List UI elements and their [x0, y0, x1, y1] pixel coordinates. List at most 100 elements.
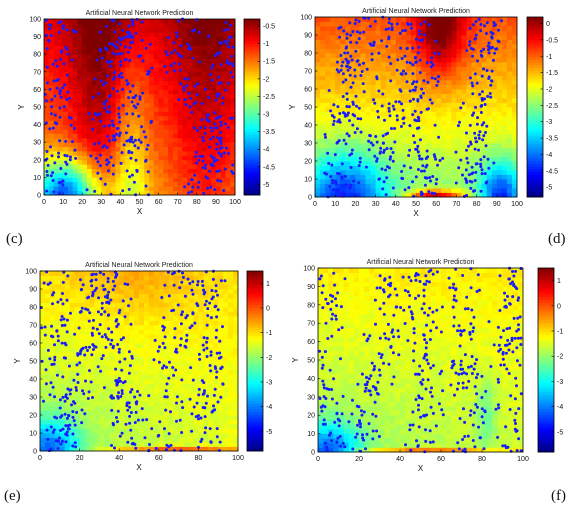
scatter-point [368, 24, 372, 28]
heatmap-cell [182, 58, 188, 64]
heatmap-cell [451, 156, 457, 162]
scatter-point [74, 30, 78, 34]
heatmap-cell [48, 133, 54, 139]
scatter-point [433, 77, 437, 81]
heatmap-cell [511, 93, 518, 99]
heatmap-cell [144, 98, 150, 103]
colorbar-segment [527, 53, 543, 57]
heatmap-cell [220, 19, 226, 24]
heatmap-cell [72, 71, 78, 77]
heatmap-cell [220, 173, 226, 178]
heatmap-cell [59, 383, 66, 389]
heatmap-cell [335, 44, 341, 49]
heatmap-cell [177, 36, 183, 42]
heatmap-cell [59, 352, 66, 357]
heatmap-cell [350, 174, 356, 180]
heatmap-cell [69, 356, 76, 362]
heatmap-cell [99, 406, 105, 411]
heatmap-cell [53, 146, 59, 152]
heatmap-cell [101, 115, 107, 121]
scatter-point [53, 94, 57, 98]
heatmap-cell [74, 419, 80, 425]
heatmap-cell [144, 93, 150, 99]
heatmap-cell [94, 437, 100, 443]
heatmap-cell [461, 147, 467, 153]
heatmap-cell [54, 428, 61, 434]
scatter-point [375, 159, 379, 163]
heatmap-cell [168, 133, 174, 139]
heatmap-cell [431, 134, 437, 139]
scatter-point [339, 25, 343, 29]
heatmap-cell [320, 93, 326, 99]
heatmap-cell [436, 57, 442, 63]
colorbar-segment [527, 98, 543, 102]
heatmap-cell [72, 142, 78, 147]
heatmap-cell [69, 374, 76, 380]
heatmap-cell [120, 32, 126, 37]
heatmap-cell [315, 53, 321, 58]
heatmap-cell [168, 76, 174, 81]
scatter-point [146, 143, 150, 147]
heatmap-cell [375, 17, 382, 22]
heatmap-cell [72, 177, 78, 183]
heatmap-cell [201, 107, 207, 112]
heatmap-cell [48, 168, 54, 174]
heatmap-cell [67, 41, 74, 46]
scatter-point [403, 29, 407, 32]
heatmap-cell [84, 271, 90, 276]
heatmap-cell [63, 151, 69, 156]
heatmap-cell [84, 361, 90, 366]
heatmap-cell [220, 67, 226, 73]
heatmap-cell [456, 30, 462, 36]
heatmap-cell [149, 111, 155, 117]
heatmap-cell [370, 120, 376, 126]
heatmap-cell [149, 23, 155, 29]
heatmap-cell [101, 129, 107, 134]
heatmap-cell [441, 174, 447, 180]
heatmap-cell [77, 137, 83, 143]
heatmap-cell [49, 410, 56, 416]
heatmap-cell [91, 98, 97, 103]
heatmap-cell [139, 71, 145, 77]
colorbar-segment [527, 154, 543, 159]
colorbar-segment [244, 175, 260, 179]
heatmap-cell [211, 58, 217, 64]
heatmap-cell [106, 186, 112, 191]
heatmap-cell [416, 120, 422, 126]
heatmap-cell [84, 388, 90, 393]
heatmap-cell [400, 179, 407, 184]
heatmap-cell [82, 173, 88, 178]
heatmap-cell [89, 406, 95, 411]
heatmap-cell [325, 192, 331, 198]
heatmap-cell [335, 30, 341, 36]
heatmap-cell [335, 116, 341, 121]
heatmap-cell [481, 30, 488, 36]
colorbar-segment [244, 181, 260, 185]
heatmap-cell [345, 44, 351, 49]
scatter-point [126, 34, 130, 38]
scatter-point [474, 105, 477, 109]
scatter-point [416, 51, 420, 55]
heatmap-cell [390, 98, 397, 103]
heatmap-cell [149, 137, 155, 143]
scatter-point [340, 64, 344, 68]
heatmap-cell [345, 107, 351, 112]
scatter-point [396, 58, 400, 62]
heatmap-cell [360, 44, 366, 49]
heatmap-cell [410, 120, 417, 126]
heatmap-cell [64, 334, 71, 339]
heatmap-cell [77, 67, 83, 73]
scatter-point [345, 59, 349, 63]
heatmap-cell [129, 63, 136, 68]
heatmap-cell [471, 17, 477, 22]
heatmap-cell [187, 137, 193, 143]
x-tick-label: 40 [117, 199, 125, 206]
heatmap-cell [511, 192, 518, 198]
heatmap-cell [441, 143, 447, 148]
heatmap-cell [96, 186, 102, 191]
heatmap-cell [375, 147, 382, 153]
heatmap-cell [40, 280, 46, 285]
heatmap-cell [63, 155, 69, 161]
heatmap-cell [481, 161, 488, 166]
heatmap-cell [158, 186, 164, 191]
